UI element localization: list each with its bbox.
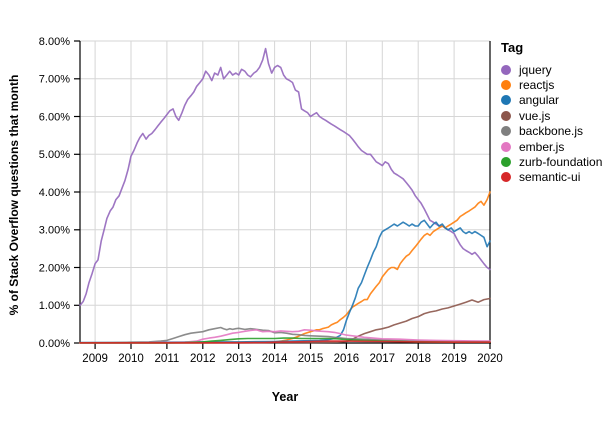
x-tick-label: 2020 [477,353,503,365]
legend-dot-zurb-foundation [501,157,511,168]
legend-dot-vuejs [501,110,511,121]
legend-label: vue.js [519,108,551,123]
x-tick-label: 2016 [334,353,360,365]
legend-dot-emberjs [501,141,511,152]
legend-label: reactjs [519,78,555,93]
legend-item-angular[interactable]: angular [501,93,611,108]
legend-dot-backbonejs [501,126,511,137]
x-tick-label: 2015 [298,353,324,365]
x-tick-label: 2017 [370,353,396,365]
legend-item-jquery[interactable]: jquery [501,62,611,77]
legend-label: angular [519,93,560,108]
y-tick-label: 0.00% [39,338,70,350]
y-tick-label: 7.00% [39,74,70,86]
y-axis-title: % of Stack Overflow questions that month [7,74,21,316]
x-tick-label: 2019 [441,353,467,365]
x-tick-label: 2014 [262,353,288,365]
legend-item-zurb-foundation[interactable]: zurb-foundation [501,154,611,169]
legend-item-emberjs[interactable]: ember.js [501,139,611,154]
legend-label: zurb-foundation [519,155,603,170]
legend-dot-angular [501,95,511,106]
y-tick-label: 4.00% [39,187,70,199]
legend-label: jquery [519,62,552,77]
legend-dot-reactjs [501,80,511,91]
series-line-backbone.js [79,326,491,344]
legend-item-backbonejs[interactable]: backbone.js [501,124,611,139]
legend-label: semantic-ui [519,170,581,185]
series-line-jquery [79,47,491,307]
legend-dot-jquery [501,64,511,75]
legend-item-semantic-ui[interactable]: semantic-ui [501,170,611,185]
legend-item-vuejs[interactable]: vue.js [501,108,611,123]
y-tick-label: 1.00% [39,300,70,312]
legend-label: ember.js [519,139,565,154]
x-tick-label: 2009 [82,353,108,365]
x-tick-label: 2013 [226,353,252,365]
x-axis-title: Year [271,390,299,404]
legend: Tag jquery reactjs angular vue.js backbo… [501,40,611,185]
legend-dot-semantic-ui [501,172,511,183]
y-tick-label: 8.00% [39,36,70,48]
x-tick-label: 2012 [190,353,216,365]
legend-label: backbone.js [519,124,584,139]
y-tick-label: 5.00% [39,149,70,161]
series-line-ember.js [79,328,491,344]
y-tick-label: 6.00% [39,111,70,123]
legend-title: Tag [501,40,524,55]
series-line-angular [79,219,491,344]
y-tick-label: 2.00% [39,262,70,274]
legend-item-reactjs[interactable]: reactjs [501,77,611,92]
x-tick-label: 2010 [118,353,144,365]
series-line-semantic-ui [79,340,491,344]
x-tick-label: 2011 [155,353,180,365]
x-tick-label: 2018 [405,353,431,365]
y-tick-label: 3.00% [39,225,70,237]
